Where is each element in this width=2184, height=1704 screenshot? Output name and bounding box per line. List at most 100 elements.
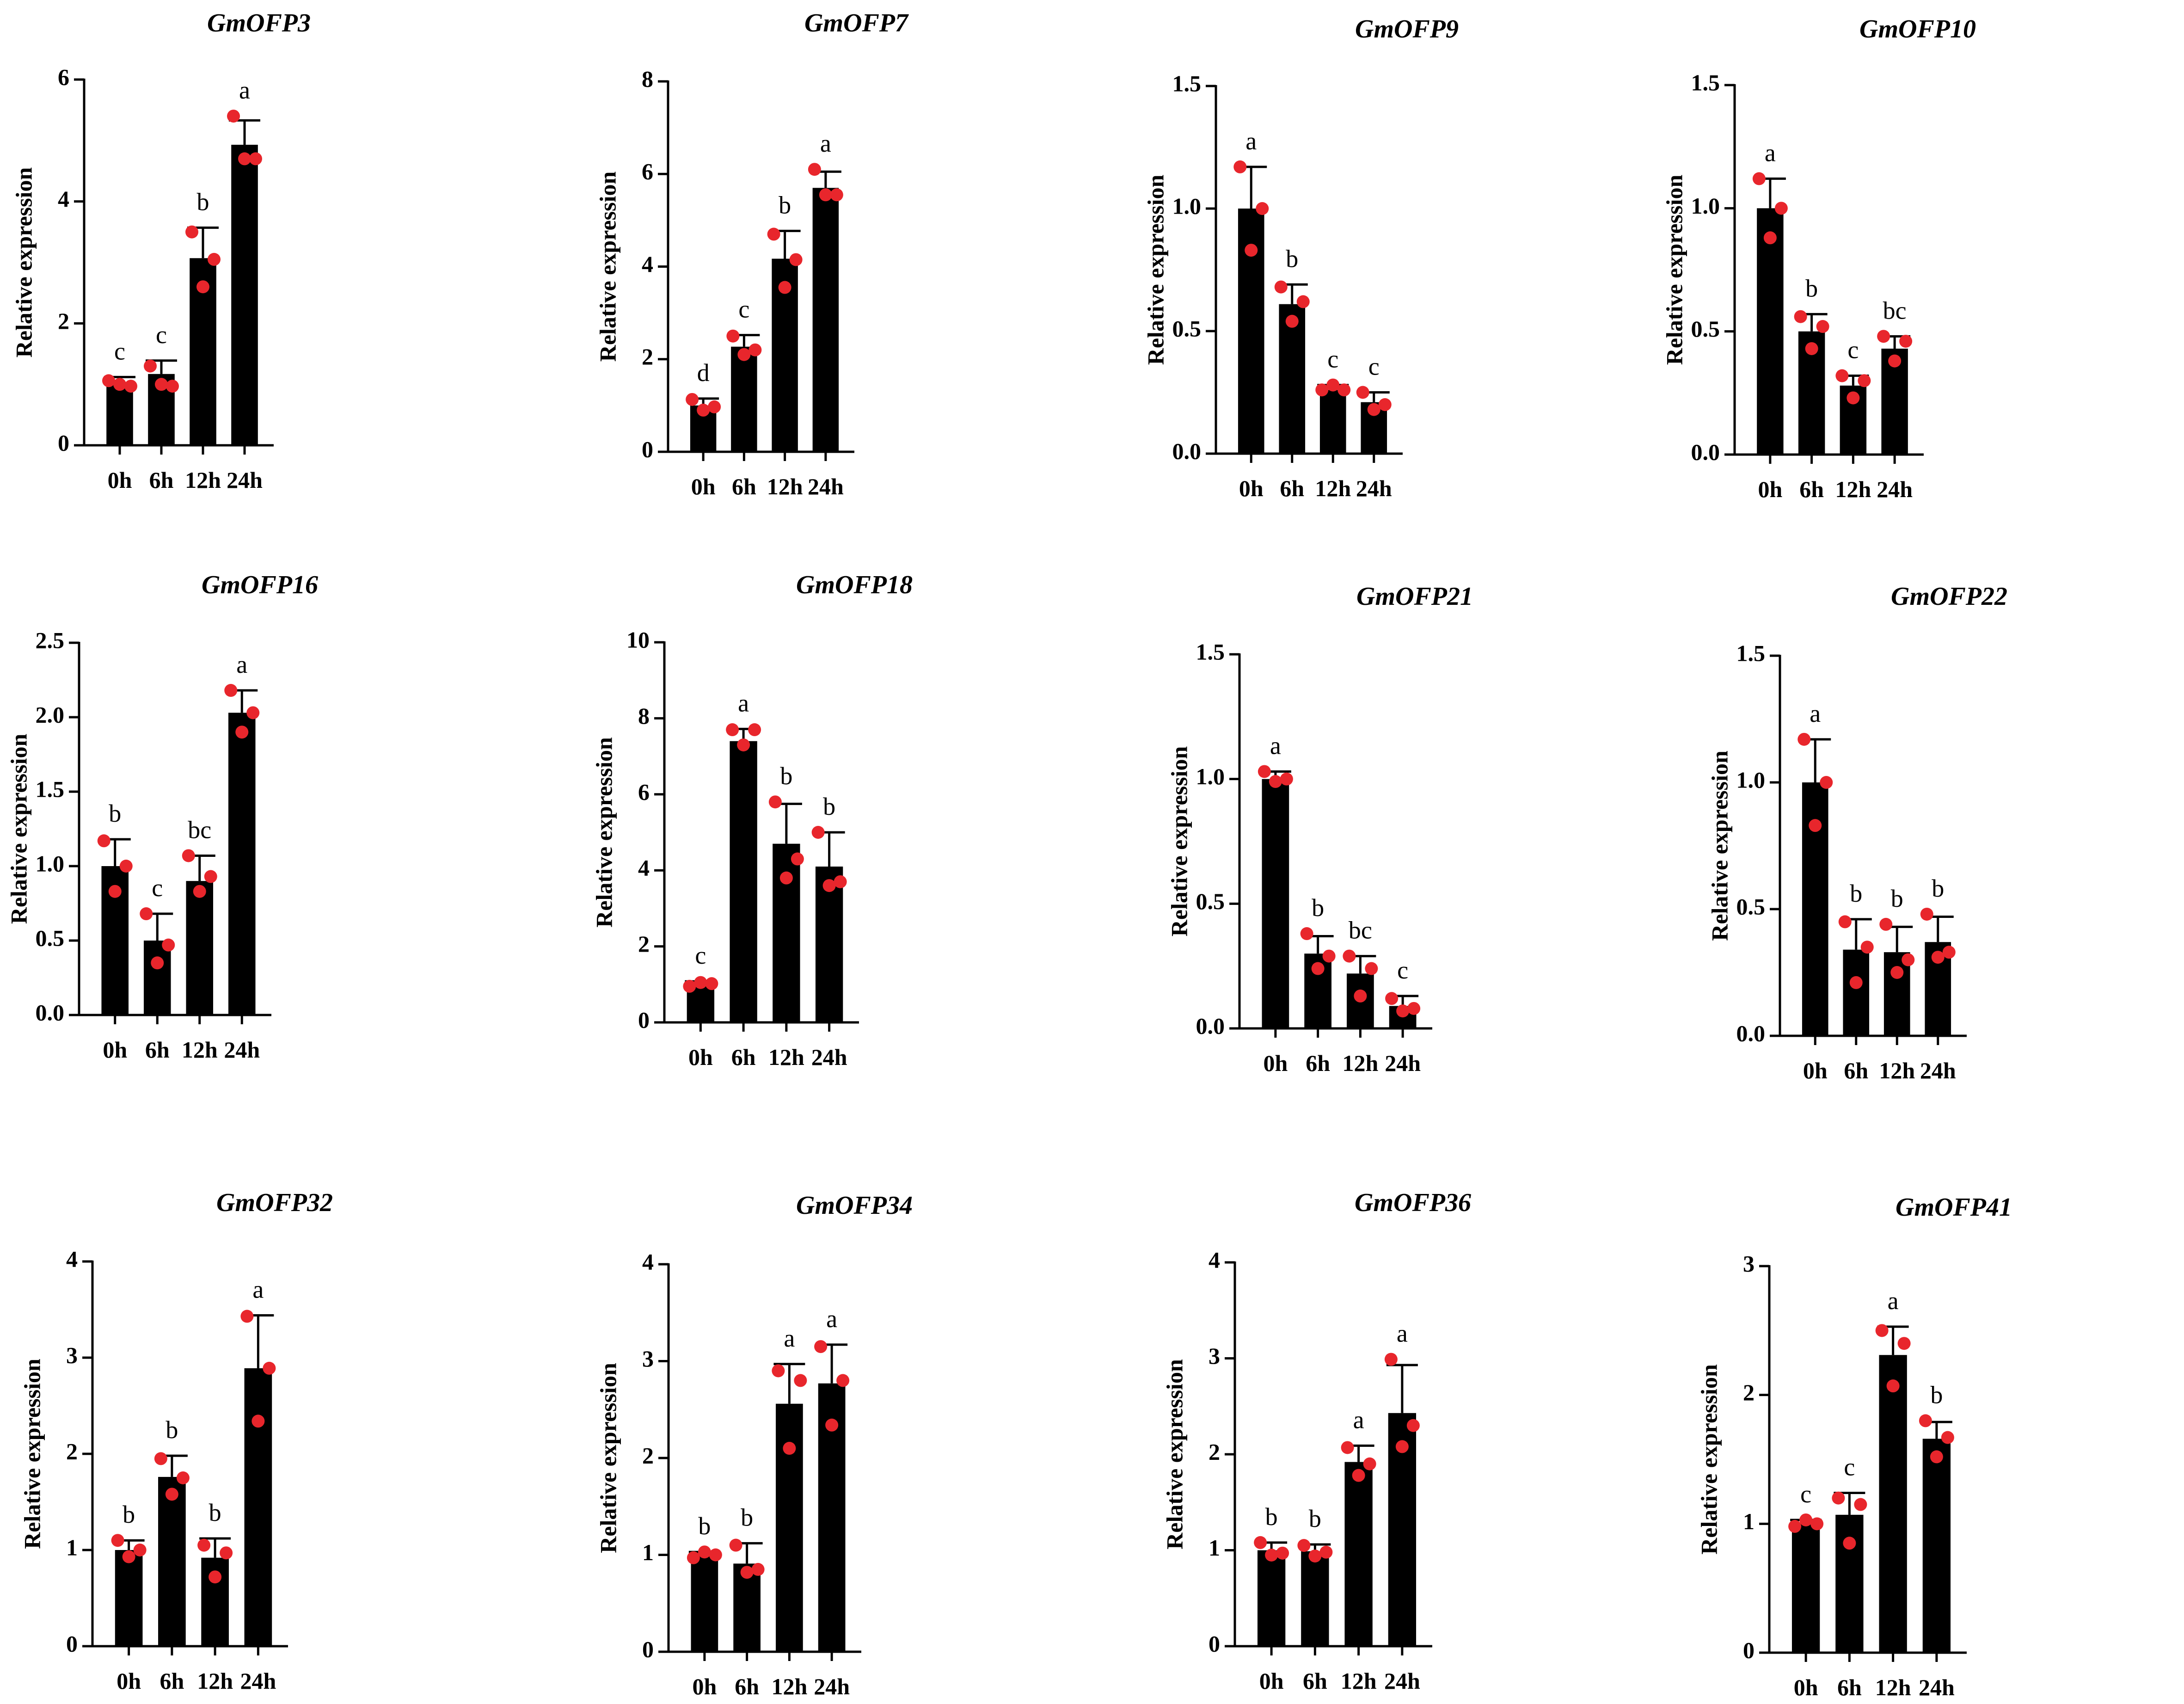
significance-letter: a — [1765, 139, 1776, 166]
x-tick-label: 12h — [182, 1037, 218, 1063]
significance-letter: a — [826, 1305, 837, 1333]
significance-letter: b — [1805, 274, 1818, 302]
y-tick-label: 2 — [642, 1442, 654, 1468]
data-point — [1752, 172, 1766, 185]
data-point — [694, 976, 707, 989]
x-tick-label: 24h — [814, 1673, 850, 1699]
data-point — [165, 1488, 178, 1501]
data-point — [246, 706, 260, 720]
chart-panel: GmOFP32 Relative expression 0 1 2 3 4 0h b 6h b 12h… — [19, 1188, 333, 1694]
y-tick-label: 0 — [642, 1636, 654, 1662]
significance-letter: a — [239, 76, 250, 104]
y-tick-label: 8 — [638, 703, 650, 729]
significance-letter: b — [698, 1512, 711, 1540]
chart-panel: GmOFP22 Relative expression 0.0 0.5 1.0 1.5 0h… — [1706, 582, 2007, 1083]
data-point — [102, 374, 115, 388]
x-tick-label: 6h — [1844, 1058, 1868, 1083]
y-tick-label: 0 — [1209, 1630, 1220, 1656]
data-point — [791, 852, 804, 866]
data-point — [1265, 1548, 1278, 1562]
significance-letter: c — [1844, 1453, 1855, 1481]
data-point — [227, 110, 240, 123]
bar — [1879, 1355, 1907, 1653]
bar — [730, 741, 757, 1022]
data-point — [1832, 1491, 1845, 1505]
data-point — [1788, 1519, 1802, 1533]
significance-letter: b — [823, 793, 835, 820]
data-point — [1308, 1549, 1322, 1563]
x-tick-label: 0h — [1794, 1674, 1818, 1700]
data-point — [783, 1442, 796, 1455]
y-tick-label: 1 — [1743, 1508, 1755, 1534]
data-point — [1300, 927, 1313, 941]
chart-title: GmOFP32 — [216, 1188, 333, 1217]
y-tick-label: 2 — [1209, 1439, 1220, 1464]
data-point — [1326, 378, 1340, 392]
chart-panel: GmOFP3 Relative expression 0 2 4 6 0h c 6h c 12h b 2… — [11, 9, 311, 493]
data-point — [1897, 1337, 1911, 1350]
x-tick-label: 6h — [160, 1668, 184, 1694]
data-point — [1296, 295, 1310, 308]
y-tick-label: 1.5 — [36, 776, 65, 802]
y-axis-label: Relative expression — [595, 172, 620, 362]
data-point — [1774, 202, 1788, 215]
data-point — [1890, 966, 1904, 979]
data-point — [772, 1364, 785, 1378]
bar — [244, 1368, 272, 1646]
data-point — [1378, 398, 1392, 411]
data-point — [726, 723, 739, 737]
data-point — [1337, 383, 1351, 397]
y-tick-label: 0 — [638, 1007, 650, 1033]
data-point — [1311, 962, 1325, 975]
chart-title: GmOFP18 — [796, 571, 913, 599]
data-point — [1877, 330, 1890, 343]
data-point — [1886, 1379, 1900, 1393]
y-tick-label: 0 — [66, 1630, 78, 1656]
x-tick-label: 12h — [1315, 475, 1351, 501]
significance-letter: b — [741, 1503, 753, 1531]
data-point — [836, 1374, 850, 1387]
data-point — [1384, 1353, 1398, 1366]
y-tick-label: 0.0 — [1172, 438, 1202, 464]
data-point — [789, 253, 803, 266]
y-tick-label: 4 — [642, 251, 653, 277]
data-point — [768, 795, 782, 809]
data-point — [1322, 949, 1336, 963]
y-tick-label: 1 — [1209, 1535, 1220, 1561]
significance-letter: c — [114, 337, 125, 365]
data-point — [208, 252, 221, 266]
chart-panel: GmOFP9 Relative expression 0.0 0.5 1.0 1.5 0h a… — [1142, 15, 1459, 501]
data-point — [1888, 354, 1902, 368]
bar — [815, 866, 843, 1022]
x-tick-label: 6h — [1837, 1674, 1862, 1700]
significance-letter: b — [1309, 1505, 1321, 1532]
x-tick-label: 6h — [732, 474, 756, 499]
data-point — [1854, 1498, 1867, 1511]
chart-panel: GmOFP10 Relative expression 0.0 0.5 1.0 1.5 0h… — [1661, 15, 1976, 502]
data-point — [1406, 1419, 1420, 1432]
x-tick-label: 12h — [185, 467, 221, 493]
x-tick-label: 12h — [771, 1673, 807, 1699]
data-point — [683, 979, 696, 993]
x-tick-label: 12h — [1342, 1050, 1378, 1076]
bar — [1757, 208, 1784, 455]
y-tick-label: 2.5 — [36, 627, 65, 653]
data-point — [1860, 941, 1874, 954]
data-point — [220, 1546, 233, 1560]
data-point — [1407, 1002, 1421, 1015]
bar — [1262, 779, 1289, 1028]
data-point — [1354, 989, 1367, 1003]
significance-letter: b — [1312, 894, 1324, 922]
data-point — [729, 1538, 742, 1552]
x-tick-label: 0h — [692, 1673, 717, 1699]
data-point — [144, 359, 157, 373]
data-point — [697, 403, 710, 417]
data-point — [119, 860, 133, 873]
data-point — [1820, 776, 1833, 789]
x-tick-label: 12h — [1879, 1058, 1915, 1083]
data-point — [1363, 1457, 1376, 1470]
data-point — [778, 281, 791, 294]
data-point — [1396, 1004, 1410, 1018]
data-point — [1256, 202, 1269, 215]
data-point — [708, 400, 721, 413]
